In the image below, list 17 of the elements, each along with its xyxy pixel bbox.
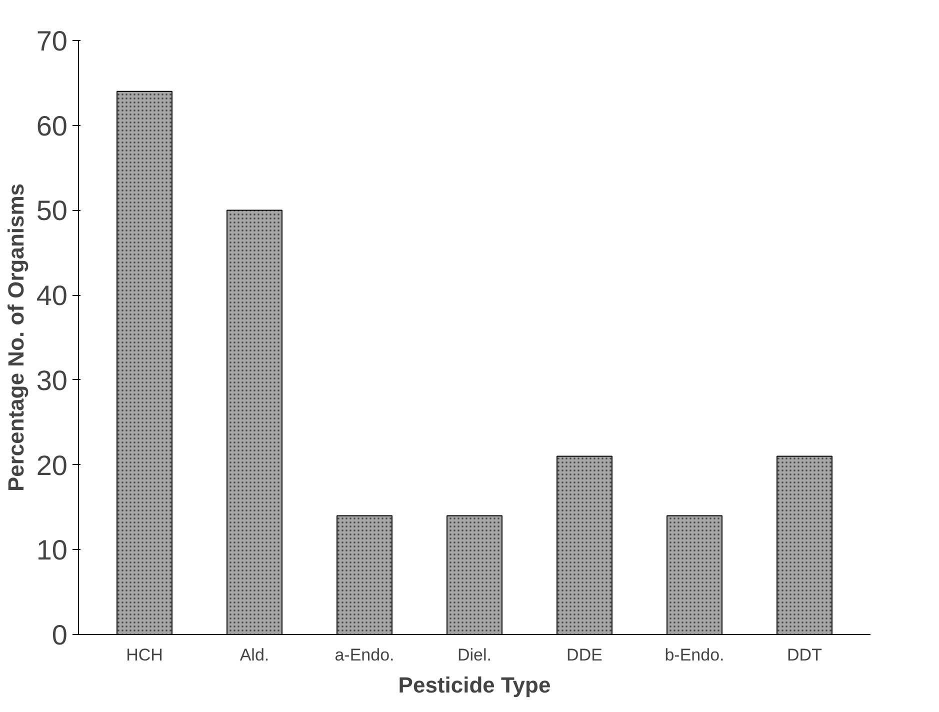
y-tick-label: 60 [36,110,68,142]
y-tick-label: 10 [36,534,68,566]
x-tick-label: DDE [566,646,602,664]
y-tick-label: 70 [36,26,68,56]
x-tick-label: Diel. [457,646,492,664]
y-tick-label: 20 [36,450,68,481]
x-tick-label: a-Endo. [334,646,394,664]
y-axis-title: Percentage No. of Organisms [3,183,28,492]
y-tick-label: 50 [36,195,68,226]
x-tick-label: DDT [787,646,822,664]
x-axis-title: Pesticide Type [398,672,551,698]
y-tick-label: 0 [52,620,68,650]
x-tick-label: b-Endo. [664,646,724,664]
x-tick-label: Ald. [240,646,270,664]
y-tick-label: 30 [36,364,68,396]
x-tick-label: HCH [126,646,163,664]
y-tick-label: 40 [36,280,68,312]
